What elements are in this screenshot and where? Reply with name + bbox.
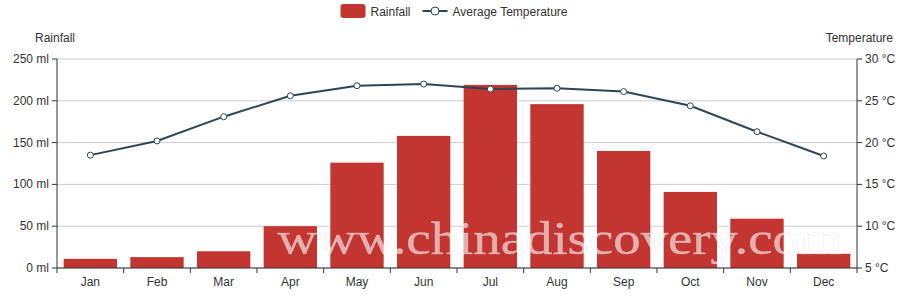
point [687,103,693,109]
x-tick [123,268,124,273]
y2-tick-label: 25 °C [865,94,895,108]
y2-tick-label: 15 °C [865,177,895,191]
legend-swatch [341,4,366,18]
y-axis-line [57,59,58,268]
point [487,86,493,92]
legend: Rainfall Average Temperature [341,4,568,19]
chart: 0 ml 50 ml 100 ml 150 ml 200 ml 250 ml 5 °C 10 … [0,0,908,299]
x-tick-label: Apr [281,275,300,289]
grid-line [57,142,857,143]
point [87,152,93,158]
grid-line [57,100,857,101]
point [221,114,227,120]
x-tick-label: Jan [81,275,100,289]
y2-tick [857,59,862,60]
line [90,84,823,156]
x-tick [523,268,524,273]
y2-tick-label: 20 °C [865,136,895,150]
x-tick [790,268,791,273]
point [754,129,760,135]
point [621,89,627,95]
point [154,138,160,144]
y2-tick-label: 10 °C [865,219,895,233]
y-tick [52,142,57,143]
y2-tick [857,268,862,269]
x-tick [257,268,258,273]
legend-item: Rainfall [341,4,411,19]
grid-line [57,184,857,185]
bar [197,251,250,268]
watermark: www.chinadiscovery.com [278,213,843,264]
x-tick-label: Dec [813,275,834,289]
x-tick [190,268,191,273]
legend-label: Rainfall [371,5,411,19]
x-tick-label: Jul [483,275,498,289]
y-tick [52,226,57,227]
x-tick [723,268,724,273]
x-tick-label: Feb [147,275,168,289]
y2-tick [857,184,862,185]
x-tick-label: Jun [414,275,433,289]
x-tick [323,268,324,273]
point [287,93,293,99]
grid-line [57,59,857,60]
legend-marker [431,7,439,15]
y-tick-label: 100 ml [13,177,49,191]
y2-tick-label: 30 °C [865,52,895,66]
y2-axis-line [857,59,858,268]
bar [64,259,117,268]
bar [130,257,183,268]
point [821,153,827,159]
y2-tick-label: 5 °C [865,261,889,275]
x-tick [457,268,458,273]
x-tick [590,268,591,273]
y-tick [52,59,57,60]
x-tick [657,268,658,273]
y-tick-label: 0 ml [26,261,49,275]
y2-axis-title: Temperature [826,31,894,45]
y-tick [52,268,57,269]
legend-item: Average Temperature [423,5,568,19]
point [421,81,427,87]
y2-tick [857,100,862,101]
y-tick-label: 200 ml [13,94,49,108]
x-tick-label: Aug [546,275,567,289]
x-tick-label: Sep [613,275,635,289]
x-tick [57,268,58,273]
y-tick [52,184,57,185]
x-tick-label: Nov [746,275,767,289]
y-tick-label: 250 ml [13,52,49,66]
legend-label: Average Temperature [453,5,568,19]
y-tick [52,100,57,101]
y-tick-label: 50 ml [20,219,49,233]
y-tick-label: 150 ml [13,136,49,150]
point [354,83,360,89]
y2-tick [857,142,862,143]
y-axis-title: Rainfall [35,31,75,45]
x-tick-label: Oct [681,275,700,289]
y2-tick [857,226,862,227]
x-tick-label: Mar [213,275,234,289]
marks [64,81,851,268]
x-tick [857,268,858,273]
point [554,85,560,91]
x-tick-label: May [346,275,369,289]
x-tick [390,268,391,273]
